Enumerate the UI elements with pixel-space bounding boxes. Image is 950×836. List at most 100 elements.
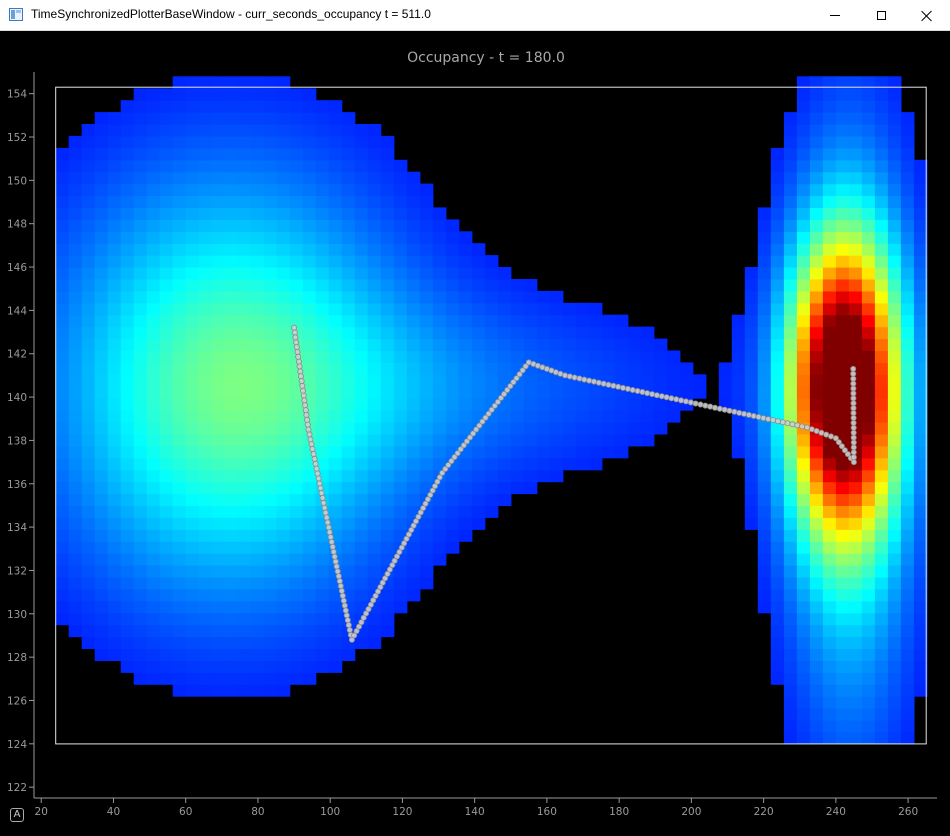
heatmap-cell	[211, 469, 226, 483]
heatmap-cell	[692, 374, 707, 387]
close-button[interactable]	[904, 0, 950, 31]
heatmap-cell	[445, 386, 460, 399]
heatmap-cell	[341, 326, 356, 340]
trajectory-point	[620, 384, 627, 391]
heatmap-cell	[393, 433, 408, 447]
heatmap-cell	[68, 457, 83, 471]
heatmap-cell	[380, 326, 395, 340]
heatmap-cell	[627, 326, 642, 340]
heatmap-cell	[835, 171, 850, 185]
heatmap-cell	[211, 350, 226, 363]
heatmap-cell	[887, 398, 902, 411]
heatmap-cell	[185, 672, 200, 685]
heatmap-cell	[367, 147, 382, 161]
heatmap-cell	[120, 302, 135, 316]
heatmap-cell	[458, 362, 473, 375]
heatmap-cell	[276, 255, 291, 268]
heatmap-cell	[783, 279, 798, 292]
heatmap-cell	[588, 457, 603, 471]
heatmap-cell	[146, 588, 161, 602]
trajectory-point	[741, 410, 748, 417]
heatmap-cell	[367, 362, 382, 375]
heatmap-cell	[328, 624, 343, 638]
heatmap-cell	[432, 517, 447, 530]
heatmap-cell	[822, 624, 837, 638]
heatmap-cell	[328, 159, 343, 173]
occupancy-chart[interactable]: Occupancy - t = 180.0 20 40 60 80 100 120 140 1…	[0, 31, 950, 832]
heatmap-cell	[211, 88, 226, 101]
heatmap-cell	[627, 398, 642, 411]
heatmap-cell	[81, 398, 96, 411]
heatmap-cell	[198, 672, 213, 685]
heatmap-cell	[510, 433, 525, 447]
heatmap-cell	[744, 279, 759, 292]
heatmap-cell	[367, 135, 382, 149]
heatmap-cell	[471, 350, 486, 363]
heatmap-cell	[276, 279, 291, 292]
heatmap-cell	[796, 326, 811, 340]
heatmap-cell	[276, 171, 291, 185]
heatmap-cell	[133, 398, 148, 411]
heatmap-cell	[744, 290, 759, 304]
heatmap-cell	[757, 565, 772, 578]
auto-range-button[interactable]: A	[10, 808, 24, 822]
heatmap-cell	[328, 457, 343, 471]
heatmap-cell	[380, 505, 395, 518]
heatmap-cell	[94, 517, 109, 530]
heatmap-cell	[549, 433, 564, 447]
trajectory-point	[318, 490, 325, 497]
heatmap-cell	[81, 517, 96, 530]
heatmap-cell	[55, 433, 70, 447]
heatmap-cell	[250, 112, 265, 125]
heatmap-cell	[354, 159, 369, 173]
heatmap-cell	[185, 648, 200, 661]
heatmap-cell	[120, 612, 135, 626]
heatmap-cell	[913, 445, 928, 459]
heatmap-cell	[900, 338, 915, 352]
heatmap-cell	[198, 255, 213, 268]
heatmap-cell	[263, 267, 278, 280]
trajectory-point	[610, 382, 617, 389]
heatmap-cell	[198, 445, 213, 459]
heatmap-cell	[406, 195, 421, 208]
heatmap-cell	[484, 505, 499, 518]
trajectory-point	[291, 329, 298, 336]
heatmap-cell	[900, 267, 915, 280]
heatmap-cell	[172, 481, 187, 495]
heatmap-cell	[250, 88, 265, 101]
heatmap-cell	[263, 100, 278, 113]
heatmap-cell	[185, 457, 200, 471]
heatmap-cell	[445, 410, 460, 423]
heatmap-cell	[354, 183, 369, 197]
heatmap-cell	[224, 576, 239, 590]
heatmap-cell	[263, 529, 278, 542]
heatmap-cell	[874, 517, 889, 530]
heatmap-cell	[81, 505, 96, 518]
heatmap-cell	[172, 338, 187, 352]
heatmap-cell	[315, 243, 330, 256]
plot-area[interactable]: Occupancy - t = 180.0 20 40 60 80 100 120 140 1…	[0, 31, 950, 832]
heatmap-cell	[913, 326, 928, 340]
heatmap-cell	[133, 267, 148, 280]
x-tick-label: 120	[392, 806, 412, 818]
heatmap-cell	[263, 565, 278, 578]
heatmap-cell	[328, 124, 343, 137]
heatmap-cell	[211, 255, 226, 268]
heatmap-cell	[406, 183, 421, 197]
heatmap-cell	[107, 195, 122, 208]
heatmap-cell	[172, 195, 187, 208]
heatmap-cell	[835, 422, 850, 435]
minimize-button[interactable]	[812, 0, 858, 31]
heatmap-cell	[640, 338, 655, 352]
heatmap-cell	[341, 445, 356, 459]
heatmap-cell	[913, 243, 928, 256]
heatmap-cell	[380, 541, 395, 554]
maximize-button[interactable]	[858, 0, 904, 31]
heatmap-cell	[250, 124, 265, 137]
heatmap-cell	[796, 100, 811, 113]
heatmap-cell	[237, 243, 252, 256]
heatmap-cell	[367, 469, 382, 483]
trajectory-point	[707, 403, 714, 410]
heatmap-cell	[94, 290, 109, 304]
heatmap-cell	[68, 469, 83, 483]
